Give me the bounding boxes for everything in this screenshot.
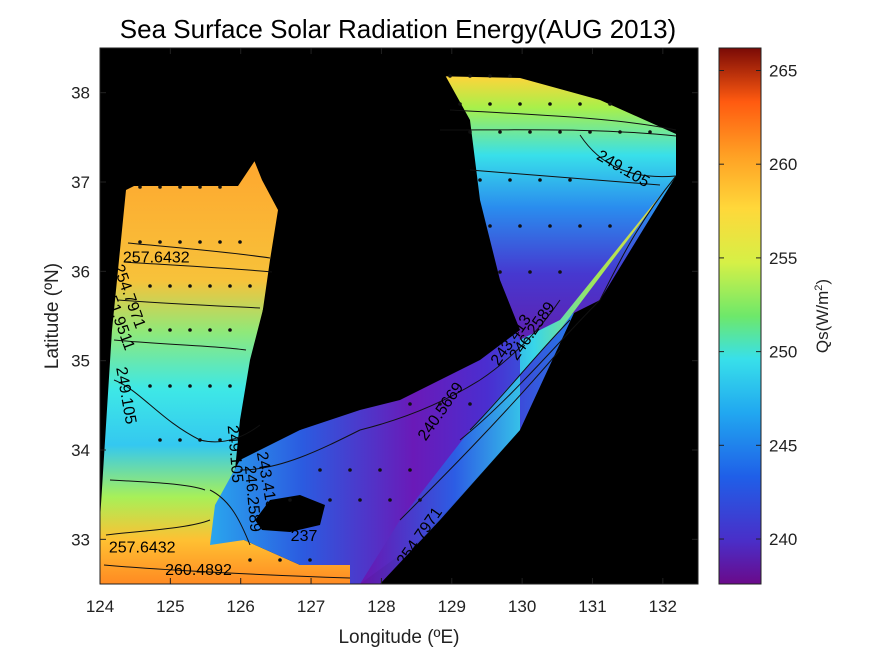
x-tick-label: 132: [649, 597, 677, 616]
x-tick-label: 124: [86, 597, 114, 616]
x-tick-label: 130: [508, 597, 536, 616]
y-axis: 33 34 35 36 37 38: [71, 84, 698, 549]
contour-label: 246.2589: [241, 465, 264, 533]
korean-peninsula: [250, 48, 520, 430]
station-points: [138, 74, 652, 562]
x-tick-label: 126: [227, 597, 255, 616]
plot-frame: [99, 47, 699, 585]
y-tick-label: 35: [71, 352, 90, 371]
jeju-island: [255, 495, 325, 532]
contour-lines: [103, 109, 677, 579]
y-axis-label: Latitude (ºN): [42, 263, 63, 369]
x-axis: 124 125 126 127 128 129 130 131 132: [86, 48, 677, 616]
x-tick-label: 129: [438, 597, 466, 616]
colorbar-label: Qs(W/m2): [813, 279, 832, 353]
x-axis-label: Longitude (ºE): [338, 627, 459, 648]
west-sea-region: [100, 150, 350, 584]
x-tick-label: 131: [578, 597, 606, 616]
contour-label: 257.6432: [109, 540, 176, 557]
colorbar-tick-label: 240: [769, 530, 797, 549]
x-tick-label: 128: [367, 597, 395, 616]
colorbar: [718, 47, 762, 585]
y-tick-label: 34: [71, 441, 90, 460]
plot-area: 257.6432257.6432260.4892254.7971251.9511…: [100, 48, 698, 584]
y-tick-label: 36: [71, 262, 90, 281]
colorbar-tick-label: 245: [769, 436, 797, 455]
chart-title: Sea Surface Solar Radiation Energy(AUG 2…: [120, 14, 676, 44]
y-tick-label: 33: [71, 530, 90, 549]
x-tick-label: 125: [156, 597, 184, 616]
contour-label: 249.105: [224, 425, 246, 484]
y-tick-label: 38: [71, 84, 90, 103]
colorbar-tick-label: 265: [769, 61, 797, 80]
colorbar-tick-label: 250: [769, 343, 797, 362]
colorbar-ticks: 240 245 250 255 260 265: [719, 61, 797, 549]
colorbar-tick-label: 260: [769, 155, 797, 174]
y-tick-label: 37: [71, 173, 90, 192]
contour-label: 260.4892: [165, 562, 232, 579]
colorbar-tick-label: 255: [769, 249, 797, 268]
x-tick-label: 127: [297, 597, 325, 616]
southeast-band: [360, 176, 676, 584]
contour-label: 237: [291, 528, 318, 545]
contour-label: 257.6432: [123, 249, 190, 266]
